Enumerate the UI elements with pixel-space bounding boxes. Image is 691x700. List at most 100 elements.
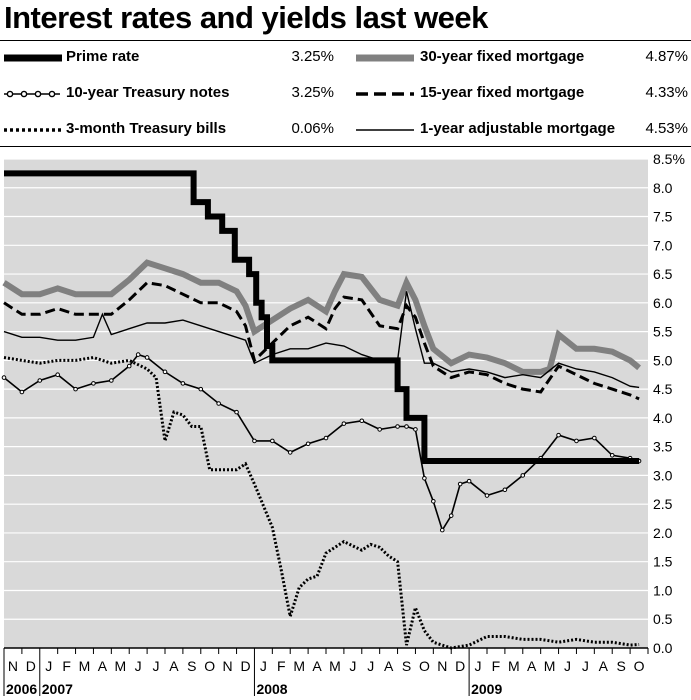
x-tick-label: J — [582, 658, 589, 674]
series-point-t10 — [252, 438, 257, 444]
series-point-t10 — [135, 352, 141, 357]
x-tick-label: F — [277, 658, 286, 674]
series-point-t10 — [162, 369, 168, 375]
y-tick-label: 7.0 — [653, 237, 673, 253]
x-tick-label: M — [544, 658, 556, 674]
legend-swatch-t10 — [4, 90, 60, 98]
x-tick-label: J — [135, 658, 142, 674]
series-point-t10 — [144, 355, 150, 360]
x-tick-label: M — [329, 658, 341, 674]
legend-item-arm1: 1-year adjustable mortgage 4.53% — [356, 118, 688, 142]
legend-rule — [0, 146, 691, 147]
x-tick-label: D — [240, 658, 250, 674]
series-point-t10 — [439, 527, 445, 533]
legend-value-t3m: 0.06% — [291, 120, 334, 137]
series-point-t10 — [484, 493, 490, 498]
x-tick-label: A — [599, 658, 609, 674]
year-label: 2008 — [256, 681, 287, 697]
y-tick-label: 5.5 — [653, 324, 673, 340]
x-tick-label: A — [527, 658, 537, 674]
x-tick-label: O — [419, 658, 430, 674]
series-point-t10 — [91, 381, 96, 386]
series-point-t10 — [609, 452, 615, 458]
x-tick-label: J — [475, 658, 482, 674]
x-tick-label: A — [312, 658, 322, 674]
legend-value-m30: 4.87% — [645, 48, 688, 65]
x-tick-label: J — [564, 658, 571, 674]
legend-label-t3m: 3-month Treasury bills — [66, 120, 227, 137]
series-point-t10 — [395, 424, 400, 429]
x-tick-label: N — [223, 658, 233, 674]
series-point-t10 — [592, 435, 597, 441]
legend-swatch-arm1 — [356, 129, 414, 131]
y-tick-label: 8.0 — [653, 180, 673, 196]
series-point-t10 — [404, 424, 409, 429]
series-point-t10 — [216, 401, 221, 406]
legend-value-t10: 3.25% — [291, 84, 334, 101]
series-line-t3m — [3, 355, 640, 650]
y-tick-label: 0.5 — [653, 611, 673, 627]
legend-value-arm1: 4.53% — [645, 120, 688, 137]
legend-value-m15: 4.33% — [645, 84, 688, 101]
x-tick-label: A — [384, 658, 394, 674]
x-tick-label: M — [79, 658, 91, 674]
series-point-t10 — [270, 438, 275, 444]
x-tick-label: A — [98, 658, 108, 674]
legend-label-t10: 10-year Treasury notes — [66, 84, 230, 101]
x-tick-label: O — [204, 658, 215, 674]
series-point-t10 — [19, 389, 25, 395]
y-tick-label: 4.0 — [653, 410, 673, 426]
legend-swatch-m15 — [356, 92, 414, 96]
legend-item-m30: 30-year fixed mortgage 4.87% — [356, 46, 688, 70]
series-line-m15 — [3, 281, 640, 401]
y-tick-label: 5.0 — [653, 352, 673, 368]
series-point-t10 — [574, 438, 579, 444]
series-line-t10 — [3, 353, 640, 533]
series-point-t10 — [520, 473, 526, 478]
series-point-t10 — [126, 363, 132, 369]
series-point-t10 — [55, 372, 60, 378]
series-point-t10 — [234, 409, 239, 415]
x-tick-label: D — [26, 658, 36, 674]
series-point-t10 — [359, 418, 365, 424]
series-point-t10 — [422, 475, 427, 481]
series-point-t10 — [305, 441, 311, 447]
x-tick-label: J — [45, 658, 52, 674]
series-point-t10 — [323, 435, 329, 441]
legend-swatch-prime — [4, 54, 62, 62]
legend-item-t3m: 3-month Treasury bills 0.06% — [4, 118, 334, 142]
y-tick-label: 1.5 — [653, 554, 673, 570]
legend-label-m30: 30-year fixed mortgage — [420, 48, 585, 65]
series-point-t10 — [341, 421, 347, 426]
series-point-t10 — [448, 513, 454, 518]
y-tick-label: 4.5 — [653, 381, 673, 397]
x-tick-label: J — [153, 658, 160, 674]
series-point-t10 — [109, 378, 114, 383]
x-tick-label: J — [260, 658, 267, 674]
x-tick-label: S — [402, 658, 411, 674]
series-line-prime — [4, 170, 640, 464]
series-point-t10 — [73, 386, 78, 392]
x-tick-label: S — [187, 658, 196, 674]
y-tick-label: 2.5 — [653, 496, 673, 512]
year-label: 2009 — [471, 681, 502, 697]
legend-item-m15: 15-year fixed mortgage 4.33% — [356, 82, 688, 106]
series-line-arm1 — [3, 291, 640, 389]
legend-swatch-t3m — [4, 128, 62, 132]
series-point-t10 — [198, 386, 204, 392]
series-point-t10 — [377, 427, 382, 432]
x-tick-label: M — [508, 658, 520, 674]
x-tick-label: O — [634, 658, 645, 674]
x-tick-label: M — [293, 658, 305, 674]
y-tick-label: 8.5% — [653, 151, 685, 167]
y-tick-label: 6.5 — [653, 266, 673, 282]
series-point-t10 — [556, 432, 561, 438]
series-point-t10 — [502, 487, 508, 493]
series-line-m30 — [2, 259, 642, 375]
series-point-t10 — [431, 499, 436, 504]
series-point-t10 — [1, 375, 7, 380]
x-tick-label: N — [437, 658, 447, 674]
legend-label-m15: 15-year fixed mortgage — [420, 84, 585, 101]
y-tick-label: 0.0 — [653, 640, 673, 656]
x-tick-label: M — [114, 658, 126, 674]
